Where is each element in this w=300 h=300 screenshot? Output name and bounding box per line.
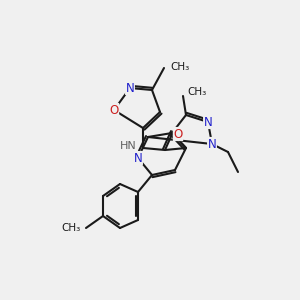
Text: N: N <box>126 82 134 94</box>
Text: CH₃: CH₃ <box>187 87 206 97</box>
Text: CH₃: CH₃ <box>170 62 189 72</box>
Text: N: N <box>204 116 212 128</box>
Text: CH₃: CH₃ <box>62 223 81 233</box>
Text: O: O <box>110 103 118 116</box>
Text: HN: HN <box>120 141 137 151</box>
Text: N: N <box>208 137 216 151</box>
Text: N: N <box>134 152 142 164</box>
Text: O: O <box>173 128 183 140</box>
